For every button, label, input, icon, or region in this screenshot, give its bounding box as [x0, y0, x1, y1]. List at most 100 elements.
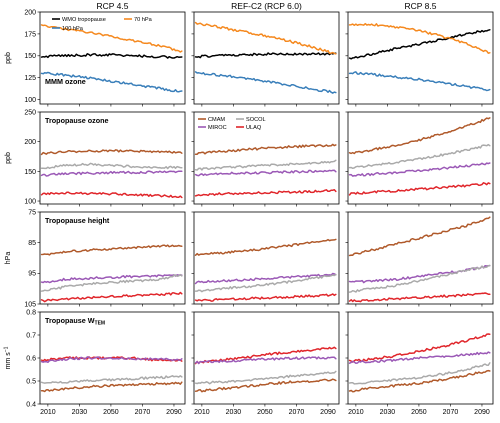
series-line-cmam [40, 381, 183, 393]
series-line-cmam [194, 378, 337, 393]
panel-r1-c0: 100 150 200 250 Tropopause ozone [24, 109, 186, 207]
y-tick-label: 100 [24, 97, 36, 104]
series-line-miroc [40, 170, 183, 177]
y-tick-label: 250 [24, 109, 36, 116]
legend-label: WMO tropopause [62, 17, 106, 23]
panel-r2-c2 [345, 211, 494, 307]
series-line-cmam [194, 143, 337, 156]
legend: WMO tropopause 70 hPa 100 hPa [52, 17, 153, 32]
series-line-socol [348, 143, 491, 170]
panel-r3-c0: 0.4 0.5 0.6 0.7 0.8 2010 2030 2050 2070 2090 Tropo… [26, 309, 186, 416]
series-line-cmam [40, 149, 183, 156]
panel-frame [193, 11, 340, 105]
x-tick-label: 2050 [257, 409, 273, 416]
series-line-miroc [40, 356, 183, 364]
panel-r1-c1: CMAM MIROC SOCOL ULAQ [191, 111, 340, 207]
panel-label: Tropopause WTEM [45, 316, 105, 327]
y-tick-label: 85 [28, 240, 36, 247]
series-line-70-hpa [348, 22, 491, 54]
legend-label: SOCOL [246, 117, 266, 123]
series-line-ulaq [348, 333, 491, 363]
series-line-ulaq [194, 188, 337, 197]
legend-label: CMAM [208, 117, 225, 123]
series-line-70-hpa [40, 24, 183, 53]
panel-frame [347, 11, 494, 105]
series-line-socol [194, 370, 337, 385]
x-tick-label: 2010 [348, 409, 364, 416]
legend-label: ULAQ [246, 125, 262, 131]
series-line-miroc [348, 351, 491, 364]
panel-r3-c1: 2010 2030 2050 2070 2090 [191, 311, 340, 416]
x-tick-label: 2070 [135, 409, 151, 416]
series-line-socol [194, 159, 337, 171]
y-axis-label: ppb [5, 152, 12, 164]
panel-r2-c1 [191, 211, 340, 307]
y-tick-label: 150 [24, 53, 36, 60]
y-axis-label: mm s−1 [4, 346, 13, 369]
x-tick-label: 2030 [380, 409, 396, 416]
y-axis-label-main: mm s [5, 352, 12, 370]
column-title: RCP 8.5 [405, 1, 437, 11]
x-tick-label: 2010 [194, 409, 210, 416]
panel-label-main: Tropopause W [45, 316, 95, 325]
panel-r1-c2 [345, 111, 494, 207]
legend: CMAM MIROC SOCOL ULAQ [198, 117, 266, 131]
panel-frame [193, 211, 340, 305]
series-line-cmam [348, 369, 491, 393]
y-tick-label: 75 [28, 209, 36, 216]
y-tick-label: 125 [24, 75, 36, 82]
panel-frame [347, 211, 494, 305]
series-line-socol [40, 162, 183, 170]
series-line-miroc [194, 272, 337, 285]
legend-label: 100 hPa [62, 26, 84, 32]
series-line-socol [348, 264, 491, 293]
y-tick-label: 95 [28, 271, 36, 278]
x-tick-label: 2010 [40, 409, 56, 416]
y-tick-label: 200 [24, 139, 36, 146]
x-tick-label: 2070 [289, 409, 305, 416]
series-line-wmo-tropopause [348, 29, 491, 60]
panel-frame [39, 11, 186, 105]
series-line-70-hpa [194, 21, 337, 55]
column-title: REF-C2 (RCP 6.0) [231, 1, 302, 11]
y-tick-label: 0.8 [26, 309, 36, 316]
series-line-miroc [348, 264, 491, 284]
y-tick-label: 200 [24, 9, 36, 16]
y-tick-label: 100 [24, 198, 36, 205]
y-tick-label: 0.4 [26, 401, 36, 408]
series-line-wmo-tropopause [40, 53, 183, 59]
y-tick-label: 0.5 [26, 378, 36, 385]
series-line-wmo-tropopause [194, 52, 337, 59]
panel-r3-c2: 2010 2030 2050 2070 2090 [345, 311, 494, 416]
legend-label: MIROC [208, 125, 227, 131]
panel-label: MMM ozone [45, 77, 86, 86]
series-line-ulaq [40, 291, 183, 303]
y-tick-label: 0.6 [26, 355, 36, 362]
y-axis-label-sup: −1 [4, 346, 10, 352]
series-line-100-hpa [348, 71, 491, 92]
y-tick-label: 105 [24, 301, 36, 308]
y-tick-label: 175 [24, 31, 36, 38]
x-tick-label: 2090 [474, 409, 490, 416]
x-tick-label: 2030 [226, 409, 242, 416]
panel-r2-c0: 75 85 95 105 Tropopause height [24, 209, 186, 308]
series-line-cmam [40, 244, 183, 256]
series-line-socol [40, 273, 183, 292]
y-tick-label: 150 [24, 169, 36, 176]
legend-label: 70 hPa [134, 17, 153, 23]
series-line-ulaq [40, 191, 183, 199]
column-titles: RCP 4.5 REF-C2 (RCP 6.0) RCP 8.5 [97, 1, 437, 11]
x-tick-label: 2090 [166, 409, 182, 416]
panel-label: Tropopause ozone [45, 116, 109, 125]
panels: 100 125 150 175 200 WMO tropopause 70 hPa 100 h… [4, 9, 494, 416]
y-axis-label: hPa [5, 252, 12, 265]
series-line-100-hpa [194, 71, 337, 94]
series-line-ulaq [194, 293, 337, 302]
column-title: RCP 4.5 [97, 1, 129, 11]
series-line-socol [40, 375, 183, 384]
series-line-miroc [348, 162, 491, 177]
panel-frame [39, 111, 186, 205]
x-tick-label: 2090 [320, 409, 336, 416]
x-tick-label: 2050 [411, 409, 427, 416]
x-tick-label: 2030 [72, 409, 88, 416]
